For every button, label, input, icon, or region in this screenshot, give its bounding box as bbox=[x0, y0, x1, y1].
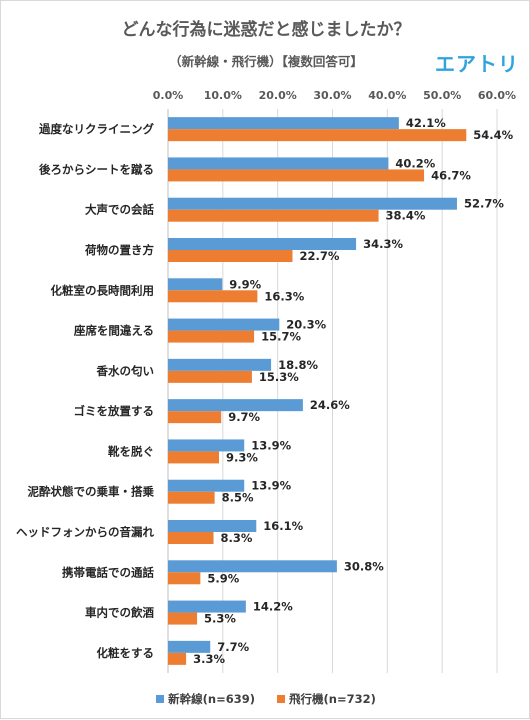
legend-swatch-airplane bbox=[277, 695, 285, 703]
bar-shinkansen bbox=[168, 560, 337, 573]
category-label: 靴を脱ぐ bbox=[108, 444, 154, 458]
bar-airplane bbox=[168, 290, 258, 303]
data-label-airplane: 3.3% bbox=[193, 652, 225, 666]
bar-airplane bbox=[168, 612, 198, 625]
bars bbox=[168, 117, 467, 665]
category-label: 車内での飲酒 bbox=[85, 606, 154, 620]
bar-airplane bbox=[168, 330, 255, 343]
data-label-shinkansen: 40.2% bbox=[395, 156, 435, 170]
x-tick-label: 40.0% bbox=[368, 89, 406, 102]
category-label: 後ろからシートを蹴る bbox=[39, 162, 154, 176]
data-label-shinkansen: 13.9% bbox=[251, 438, 291, 452]
bar-shinkansen bbox=[168, 117, 399, 130]
chart-title: どんな行為に迷惑だと感じましたか？ bbox=[121, 20, 411, 40]
data-label-airplane: 22.7% bbox=[299, 249, 339, 263]
data-label-shinkansen: 52.7% bbox=[464, 197, 504, 211]
data-label-airplane: 9.3% bbox=[226, 450, 258, 464]
data-label-shinkansen: 7.7% bbox=[217, 640, 249, 654]
legend-item-shinkansen: 新幹線(n=639) bbox=[156, 691, 255, 707]
category-labels: 過度なリクライニング後ろからシートを蹴る大声での会話荷物の置き方化粧室の長時間利… bbox=[16, 122, 154, 660]
bar-shinkansen bbox=[168, 399, 303, 412]
bar-shinkansen bbox=[168, 358, 272, 371]
bar-airplane bbox=[168, 129, 467, 142]
data-label-airplane: 5.3% bbox=[204, 612, 236, 626]
data-label-shinkansen: 9.9% bbox=[229, 277, 261, 291]
bar-shinkansen bbox=[168, 600, 246, 613]
data-label-airplane: 38.4% bbox=[386, 209, 426, 223]
data-label-airplane: 8.3% bbox=[221, 531, 253, 545]
x-tick-label: 30.0% bbox=[313, 89, 351, 102]
brand-logo: エアトリ bbox=[435, 52, 519, 76]
x-axis-ticks: 0.0% 10.0% 20.0% 30.0% 40.0% 50.0% 60.0% bbox=[153, 89, 516, 102]
bar-airplane bbox=[168, 491, 215, 504]
data-label-shinkansen: 18.8% bbox=[278, 358, 318, 372]
bar-shinkansen bbox=[168, 197, 457, 210]
bar-airplane bbox=[168, 209, 379, 222]
bar-airplane bbox=[168, 411, 222, 424]
data-label-shinkansen: 13.9% bbox=[251, 479, 291, 493]
bar-shinkansen bbox=[168, 640, 211, 653]
gridlines bbox=[167, 109, 498, 673]
data-label-airplane: 46.7% bbox=[431, 168, 471, 182]
x-tick-label: 0.0% bbox=[153, 89, 184, 102]
bar-shinkansen bbox=[168, 278, 223, 291]
data-labels: 42.1% 54.4% 40.2%46.7% 52.7% 38.4% 34.3% 22.7%… bbox=[193, 116, 514, 666]
data-label-airplane: 15.7% bbox=[261, 330, 301, 344]
bar-airplane bbox=[168, 169, 425, 182]
category-label: 泥酔状態での乗車・搭乗 bbox=[28, 485, 155, 499]
x-tick-label: 10.0% bbox=[204, 89, 242, 102]
bar-airplane bbox=[168, 532, 214, 544]
category-label: 香水の匂い bbox=[96, 364, 155, 378]
bar-airplane bbox=[168, 250, 293, 262]
data-label-shinkansen: 34.3% bbox=[363, 237, 403, 251]
data-label-shinkansen: 42.1% bbox=[406, 116, 446, 130]
data-label-airplane: 16.3% bbox=[264, 289, 304, 303]
bar-shinkansen bbox=[168, 318, 280, 331]
data-label-airplane: 8.5% bbox=[222, 491, 254, 505]
category-label: 座席を間違える bbox=[73, 324, 154, 338]
data-label-shinkansen: 14.2% bbox=[253, 600, 293, 614]
category-label: ヘッドフォンからの音漏れ bbox=[16, 525, 154, 539]
bar-airplane bbox=[168, 370, 252, 383]
legend-item-airplane: 飛行機(n=732) bbox=[277, 691, 376, 707]
bar-airplane bbox=[168, 652, 187, 665]
data-label-shinkansen: 16.1% bbox=[263, 519, 303, 533]
category-label: 荷物の置き方 bbox=[84, 243, 154, 257]
legend-label-airplane: 飛行機(n=732) bbox=[289, 692, 376, 706]
category-label: 化粧をする bbox=[97, 646, 155, 660]
data-label-airplane: 54.4% bbox=[473, 128, 513, 142]
data-label-airplane: 15.3% bbox=[259, 370, 299, 384]
bar-shinkansen bbox=[168, 238, 357, 250]
data-label-airplane: 5.9% bbox=[207, 571, 239, 585]
bar-airplane bbox=[168, 572, 201, 585]
chart-subtitle: （新幹線・飛行機）【複数回答可】 bbox=[169, 54, 363, 69]
legend: 新幹線(n=639) 飛行機(n=732) bbox=[1, 691, 530, 707]
category-label: 携帯電話での通話 bbox=[62, 565, 154, 579]
data-label-shinkansen: 24.6% bbox=[310, 398, 350, 412]
x-tick-label: 50.0% bbox=[423, 89, 461, 102]
bar-shinkansen bbox=[168, 439, 245, 452]
bar-airplane bbox=[168, 451, 219, 464]
category-label: 化粧室の長時間利用 bbox=[51, 283, 155, 297]
legend-label-shinkansen: 新幹線(n=639) bbox=[168, 692, 255, 706]
bar-shinkansen bbox=[168, 157, 389, 170]
data-label-shinkansen: 30.8% bbox=[344, 559, 384, 573]
data-label-airplane: 9.7% bbox=[228, 410, 260, 424]
category-label: ゴミを放置する bbox=[74, 404, 155, 418]
x-tick-label: 60.0% bbox=[478, 89, 516, 102]
bar-shinkansen bbox=[168, 520, 257, 532]
data-label-shinkansen: 20.3% bbox=[286, 318, 326, 332]
x-tick-label: 20.0% bbox=[259, 89, 297, 102]
category-label: 過度なリクライニング bbox=[38, 122, 154, 136]
legend-swatch-shinkansen bbox=[156, 695, 165, 703]
bar-shinkansen bbox=[168, 479, 245, 492]
category-label: 大声での会話 bbox=[85, 203, 154, 217]
